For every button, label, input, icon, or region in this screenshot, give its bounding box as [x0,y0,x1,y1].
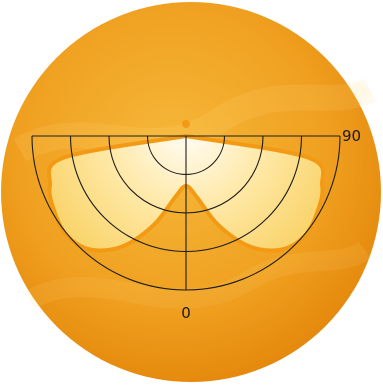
angle-label-90: 90 [342,127,361,145]
angle-label-0: 0 [181,304,191,322]
curve-apex-marker [182,120,190,128]
polar-grid [31,135,341,291]
plot-area: 90 0 [31,120,361,322]
